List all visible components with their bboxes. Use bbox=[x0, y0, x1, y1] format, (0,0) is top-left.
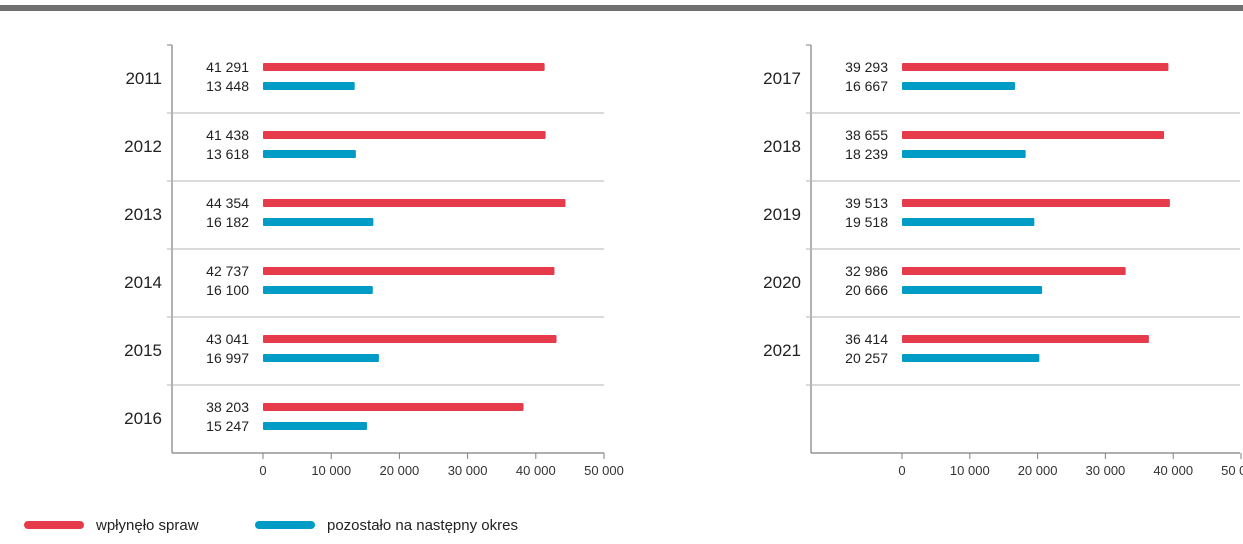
x-tick-label: 50 000 bbox=[1221, 463, 1243, 478]
category-label: 2020 bbox=[763, 273, 801, 292]
bar-incoming bbox=[263, 335, 557, 343]
x-tick-label: 10 000 bbox=[950, 463, 990, 478]
data-label-incoming: 39 293 bbox=[845, 59, 888, 75]
data-label-incoming: 38 203 bbox=[206, 399, 249, 415]
data-label-incoming: 41 438 bbox=[206, 127, 249, 143]
data-label-incoming: 42 737 bbox=[206, 263, 249, 279]
category-label: 2013 bbox=[124, 205, 162, 224]
bar-remaining bbox=[263, 218, 374, 226]
bar-incoming bbox=[263, 63, 545, 71]
legend-label-remaining: pozostało na następny okres bbox=[327, 516, 518, 534]
data-label-incoming: 44 354 bbox=[206, 195, 249, 211]
data-label-remaining: 20 666 bbox=[845, 282, 888, 298]
data-label-remaining: 19 518 bbox=[845, 214, 888, 230]
category-label: 2017 bbox=[763, 69, 801, 88]
data-label-remaining: 18 239 bbox=[845, 146, 888, 162]
category-label: 2014 bbox=[124, 273, 162, 292]
x-tick-label: 0 bbox=[259, 463, 266, 478]
data-label-remaining: 13 618 bbox=[206, 146, 249, 162]
bar-remaining bbox=[263, 286, 373, 294]
data-label-incoming: 41 291 bbox=[206, 59, 249, 75]
category-label: 2011 bbox=[125, 69, 162, 88]
data-label-remaining: 20 257 bbox=[845, 350, 888, 366]
legend-remaining: pozostało na następny okres bbox=[255, 514, 518, 536]
category-label: 2016 bbox=[124, 409, 162, 428]
data-label-incoming: 39 513 bbox=[845, 195, 888, 211]
data-label-remaining: 16 997 bbox=[206, 350, 249, 366]
bar-remaining bbox=[263, 354, 379, 362]
bar-incoming bbox=[263, 131, 546, 139]
data-label-incoming: 32 986 bbox=[845, 263, 888, 279]
data-label-incoming: 43 041 bbox=[206, 331, 249, 347]
legend-swatch-remaining bbox=[255, 521, 315, 529]
data-label-remaining: 16 182 bbox=[206, 214, 249, 230]
x-tick-label: 30 000 bbox=[448, 463, 488, 478]
bar-incoming bbox=[902, 335, 1149, 343]
bar-remaining bbox=[902, 150, 1026, 158]
category-label: 2018 bbox=[763, 137, 801, 156]
chart-area: 0 10 000 20 000 30 000 40 000 50 000 2011 41 29… bbox=[124, 44, 1243, 478]
bar-incoming bbox=[263, 199, 566, 207]
data-label-remaining: 16 100 bbox=[206, 282, 249, 298]
legend-swatch-incoming bbox=[24, 521, 84, 529]
data-label-remaining: 13 448 bbox=[206, 78, 249, 94]
category-label: 2012 bbox=[124, 137, 162, 156]
x-tick-label: 40 000 bbox=[516, 463, 556, 478]
bar-incoming bbox=[902, 131, 1165, 139]
x-tick-label: 50 000 bbox=[584, 463, 624, 478]
category-label: 2015 bbox=[124, 341, 162, 360]
x-tick-label: 20 000 bbox=[380, 463, 420, 478]
top-rule bbox=[0, 5, 1243, 11]
legend-incoming: wpłynęło spraw bbox=[24, 514, 199, 536]
category-label: 2019 bbox=[763, 205, 801, 224]
data-label-remaining: 16 667 bbox=[845, 78, 888, 94]
data-label-remaining: 15 247 bbox=[206, 418, 249, 434]
x-tick-label: 40 000 bbox=[1153, 463, 1193, 478]
bar-remaining bbox=[263, 150, 356, 158]
category-label: 2021 bbox=[763, 341, 801, 360]
bar-incoming bbox=[902, 63, 1169, 71]
bar-incoming bbox=[902, 199, 1170, 207]
bar-incoming bbox=[902, 267, 1126, 275]
bar-remaining bbox=[902, 286, 1043, 294]
bar-incoming bbox=[263, 267, 555, 275]
x-tick-label: 20 000 bbox=[1018, 463, 1058, 478]
legend-label-incoming: wpłynęło spraw bbox=[96, 516, 199, 534]
bar-remaining bbox=[263, 422, 367, 430]
bar-remaining bbox=[902, 82, 1016, 90]
bar-remaining bbox=[902, 354, 1040, 362]
bar-remaining bbox=[263, 82, 355, 90]
data-label-incoming: 36 414 bbox=[845, 331, 888, 347]
x-tick-label: 0 bbox=[898, 463, 905, 478]
x-tick-label: 10 000 bbox=[311, 463, 351, 478]
bar-incoming bbox=[263, 403, 524, 411]
x-tick-label: 30 000 bbox=[1086, 463, 1126, 478]
data-label-incoming: 38 655 bbox=[845, 127, 888, 143]
bar-remaining bbox=[902, 218, 1035, 226]
